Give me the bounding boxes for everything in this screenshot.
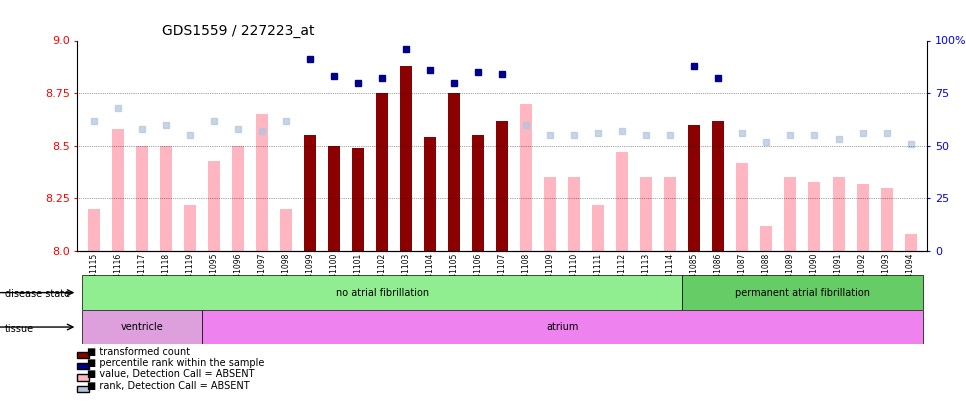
Bar: [521, 104, 532, 251]
Bar: [833, 177, 844, 251]
Bar: [640, 177, 652, 251]
Bar: [448, 93, 460, 251]
Bar: [592, 205, 605, 251]
Bar: [736, 163, 749, 251]
Bar: [185, 205, 196, 251]
Text: disease state: disease state: [5, 289, 70, 298]
Bar: [112, 129, 124, 251]
Bar: [809, 181, 820, 251]
Bar: [256, 114, 269, 251]
Text: ■ rank, Detection Call = ABSENT: ■ rank, Detection Call = ABSENT: [87, 381, 249, 391]
Text: GDS1559 / 227223_at: GDS1559 / 227223_at: [162, 24, 315, 38]
Bar: [682, 275, 923, 310]
Text: ■ value, Detection Call = ABSENT: ■ value, Detection Call = ABSENT: [87, 369, 254, 379]
Bar: [400, 66, 412, 251]
Bar: [202, 310, 923, 344]
Bar: [665, 177, 676, 251]
Bar: [328, 146, 340, 251]
Bar: [208, 160, 220, 251]
Bar: [82, 275, 682, 310]
Bar: [713, 121, 724, 251]
Bar: [280, 209, 292, 251]
Bar: [353, 148, 364, 251]
Bar: [88, 209, 100, 251]
Bar: [857, 184, 868, 251]
Bar: [568, 177, 581, 251]
Text: ■ percentile rank within the sample: ■ percentile rank within the sample: [87, 358, 265, 368]
Bar: [784, 177, 797, 251]
Bar: [497, 121, 508, 251]
Text: ventricle: ventricle: [121, 322, 163, 332]
Bar: [689, 125, 700, 251]
Bar: [82, 310, 202, 344]
Bar: [304, 135, 316, 251]
Bar: [472, 135, 484, 251]
Bar: [545, 177, 556, 251]
Bar: [376, 93, 388, 251]
Text: ■ transformed count: ■ transformed count: [87, 347, 190, 357]
Bar: [616, 152, 629, 251]
Text: tissue: tissue: [5, 324, 34, 334]
Text: no atrial fibrillation: no atrial fibrillation: [336, 288, 429, 298]
Bar: [160, 146, 172, 251]
Bar: [232, 146, 244, 251]
Bar: [904, 234, 917, 251]
Bar: [881, 188, 893, 251]
Text: atrium: atrium: [546, 322, 579, 332]
Bar: [424, 137, 437, 251]
Bar: [760, 226, 773, 251]
Text: permanent atrial fibrillation: permanent atrial fibrillation: [735, 288, 870, 298]
Bar: [136, 146, 148, 251]
